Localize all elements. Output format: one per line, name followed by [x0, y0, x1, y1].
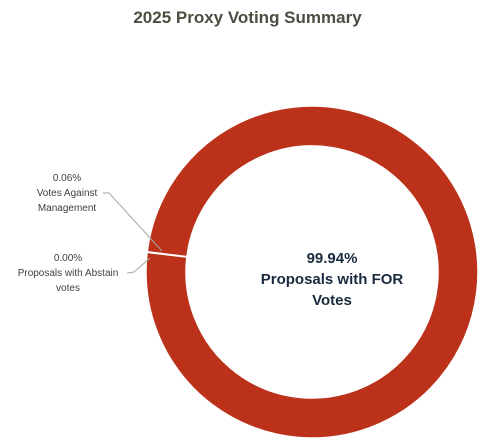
- value-label: 0.06%: [52, 173, 82, 184]
- leader-line: [126, 257, 151, 274]
- slice-label: 0.00% Proposals with Abstain votes: [8, 251, 128, 296]
- chart-title: 2025 Proxy Voting Summary: [133, 8, 362, 27]
- slice: [145, 105, 479, 439]
- value-label: 0.00%: [53, 253, 83, 264]
- slice-label: 0.06% Votes Against Management: [27, 171, 107, 216]
- center-label: 99.94% Proposals with FOR Votes: [252, 248, 412, 311]
- category-label: Proposals with Abstain votes: [17, 268, 119, 294]
- value-label: 99.94%: [306, 250, 358, 267]
- category-label: Proposals with FOR Votes: [260, 271, 404, 309]
- leader-line: [103, 192, 163, 252]
- category-label: Votes Against Management: [36, 188, 98, 214]
